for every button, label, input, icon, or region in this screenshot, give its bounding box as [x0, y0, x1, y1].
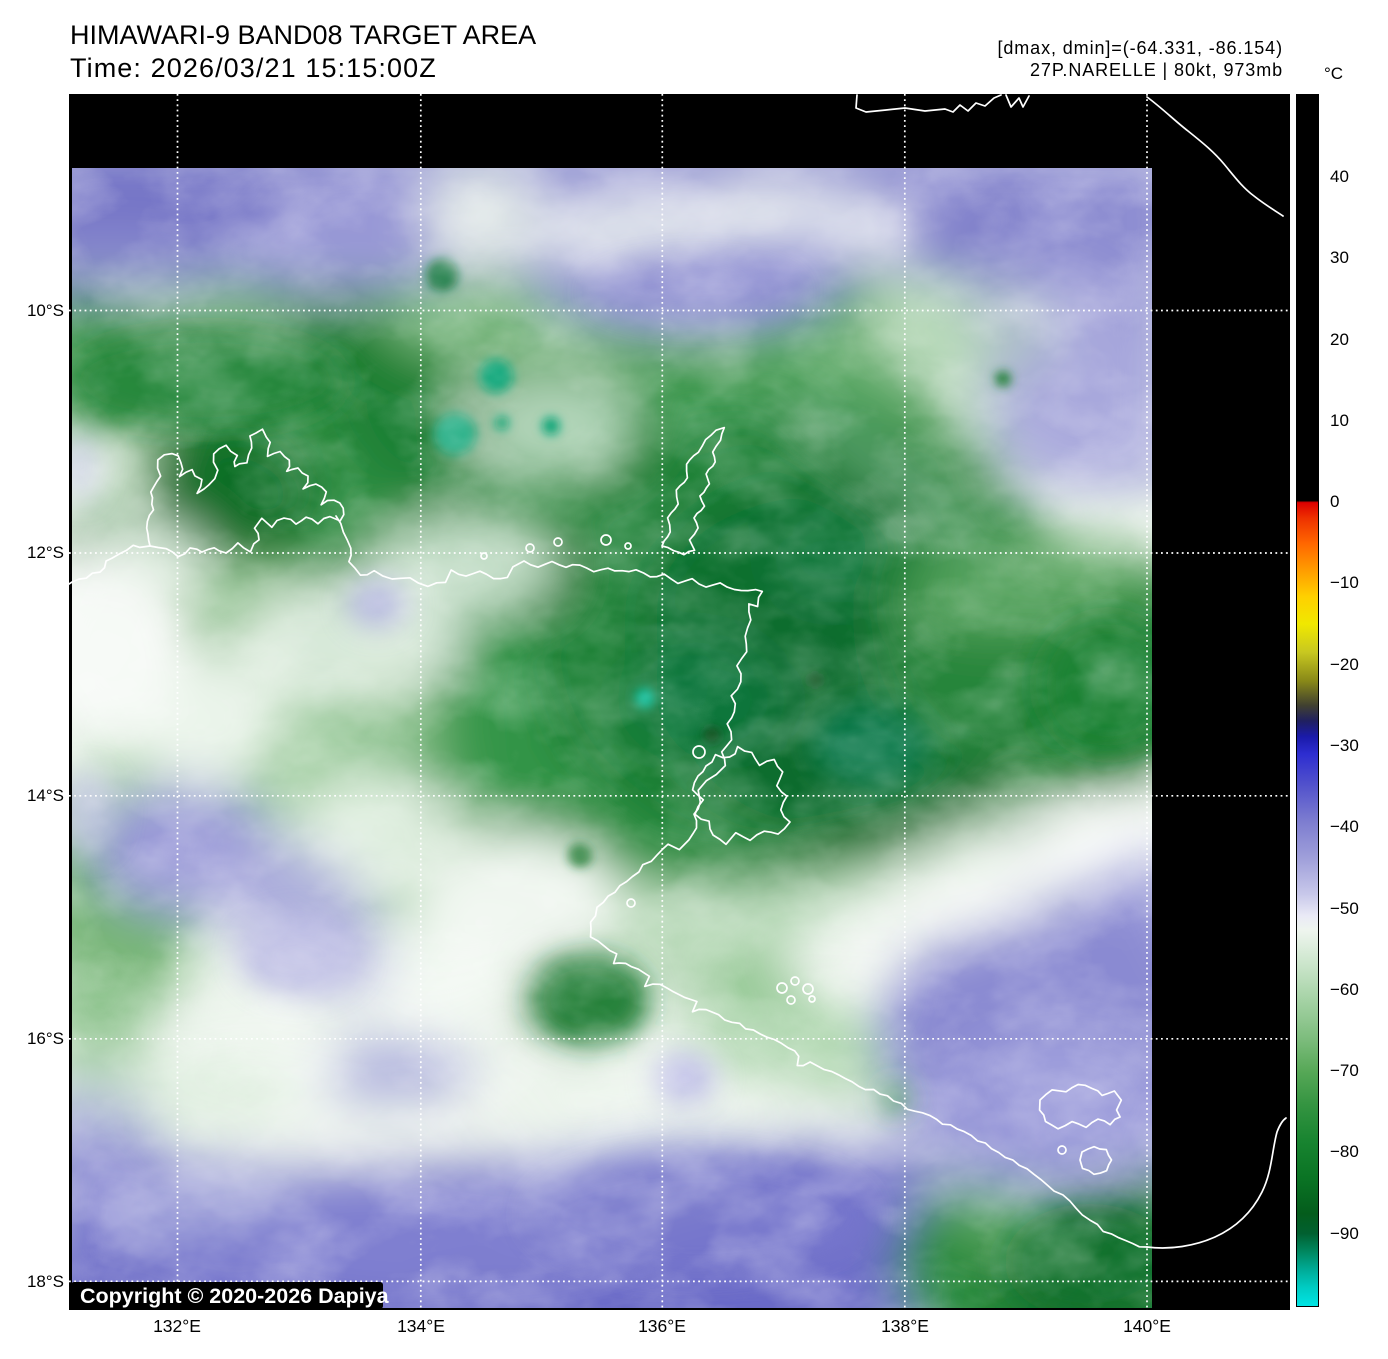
svg-text:Copyright © 2020-2026 Dapiya: Copyright © 2020-2026 Dapiya: [80, 1284, 390, 1308]
